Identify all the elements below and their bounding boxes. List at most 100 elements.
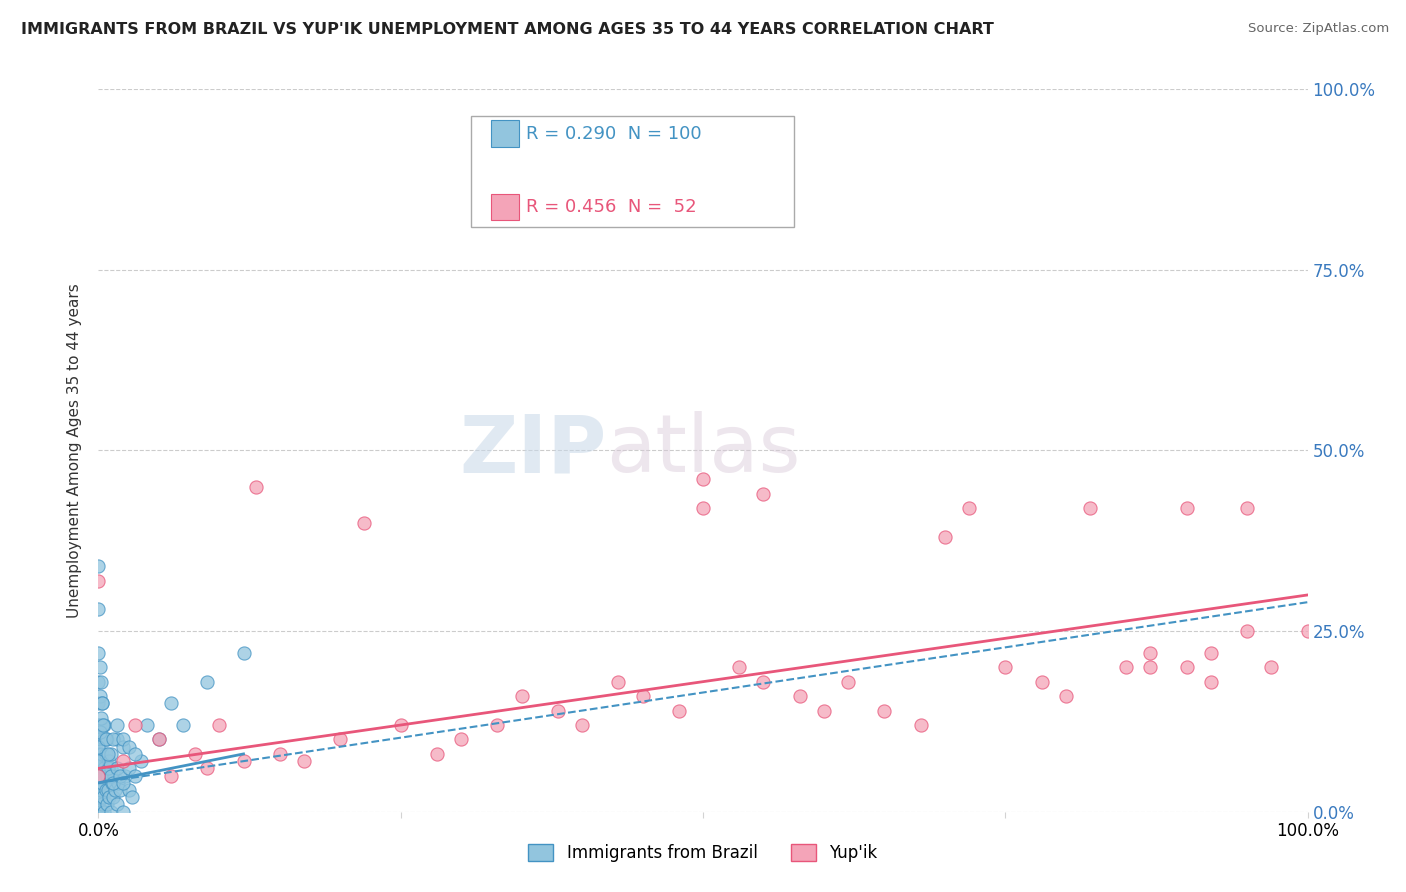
Point xyxy=(94,783,117,797)
Point xyxy=(124,769,146,783)
Point xyxy=(87,602,110,616)
Point xyxy=(486,718,509,732)
Point xyxy=(426,747,449,761)
Point xyxy=(118,783,141,797)
Point xyxy=(692,472,714,486)
Point xyxy=(100,761,122,775)
Point xyxy=(90,805,112,819)
Point xyxy=(104,783,127,797)
Point xyxy=(87,783,110,797)
Point xyxy=(129,754,152,768)
Point xyxy=(87,747,110,761)
Point xyxy=(1199,646,1222,660)
Point xyxy=(208,718,231,732)
Point xyxy=(97,747,120,761)
Point xyxy=(87,739,110,754)
Point xyxy=(692,501,714,516)
Point xyxy=(245,480,267,494)
Point xyxy=(111,732,134,747)
Point xyxy=(93,718,115,732)
Point xyxy=(90,761,112,775)
Point xyxy=(91,797,114,812)
Point xyxy=(957,501,980,516)
Text: R = 0.456  N =  52: R = 0.456 N = 52 xyxy=(526,198,696,216)
Point xyxy=(135,718,157,732)
Point xyxy=(668,704,690,718)
Legend: Immigrants from Brazil, Yup'ik: Immigrants from Brazil, Yup'ik xyxy=(522,837,884,869)
Point xyxy=(873,704,896,718)
Point xyxy=(100,776,122,790)
Point xyxy=(105,761,128,775)
Point xyxy=(232,646,254,660)
Point xyxy=(121,790,143,805)
Point xyxy=(91,718,114,732)
Point xyxy=(89,790,111,805)
Point xyxy=(118,739,141,754)
Point xyxy=(93,732,115,747)
Point xyxy=(114,769,136,783)
Point xyxy=(89,725,111,739)
Point xyxy=(107,776,129,790)
Point xyxy=(97,761,120,775)
Point xyxy=(124,718,146,732)
Point xyxy=(269,747,291,761)
Point xyxy=(631,689,654,703)
Point xyxy=(87,790,110,805)
Text: ZIP: ZIP xyxy=(458,411,606,490)
Point xyxy=(1139,660,1161,674)
Point xyxy=(87,776,110,790)
Point xyxy=(510,689,533,703)
Point xyxy=(789,689,811,703)
Point xyxy=(195,761,218,775)
Point xyxy=(184,747,207,761)
Point xyxy=(98,790,121,805)
Point xyxy=(96,797,118,812)
Point xyxy=(89,805,111,819)
Point xyxy=(101,790,124,805)
Point xyxy=(100,747,122,761)
Point xyxy=(90,732,112,747)
Point xyxy=(1260,660,1282,674)
Point xyxy=(1296,624,1319,639)
Point xyxy=(353,516,375,530)
Point xyxy=(87,754,110,768)
Point xyxy=(607,674,630,689)
Point xyxy=(111,754,134,768)
Point xyxy=(87,805,110,819)
Point xyxy=(93,805,115,819)
Point xyxy=(87,769,110,783)
Point xyxy=(148,732,170,747)
Point xyxy=(1175,660,1198,674)
Point xyxy=(87,790,110,805)
Point xyxy=(89,761,111,775)
Point xyxy=(87,559,110,574)
Point xyxy=(195,674,218,689)
Point xyxy=(111,739,134,754)
Point xyxy=(87,718,110,732)
Text: Source: ZipAtlas.com: Source: ZipAtlas.com xyxy=(1249,22,1389,36)
Point xyxy=(111,776,134,790)
Point xyxy=(87,696,110,710)
Point xyxy=(994,660,1017,674)
Point xyxy=(111,805,134,819)
Point xyxy=(97,783,120,797)
Point xyxy=(98,754,121,768)
Point xyxy=(105,797,128,812)
Point xyxy=(837,674,859,689)
Point xyxy=(89,747,111,761)
Point xyxy=(91,718,114,732)
Point xyxy=(94,747,117,761)
Point xyxy=(90,674,112,689)
Point xyxy=(91,790,114,805)
Point xyxy=(232,754,254,768)
Point xyxy=(813,704,835,718)
Point xyxy=(87,674,110,689)
Point xyxy=(94,732,117,747)
Point xyxy=(728,660,751,674)
Point xyxy=(105,732,128,747)
Point xyxy=(1236,501,1258,516)
Point xyxy=(87,797,110,812)
Point xyxy=(450,732,472,747)
Text: R = 0.290  N = 100: R = 0.290 N = 100 xyxy=(526,125,702,143)
Point xyxy=(292,754,315,768)
